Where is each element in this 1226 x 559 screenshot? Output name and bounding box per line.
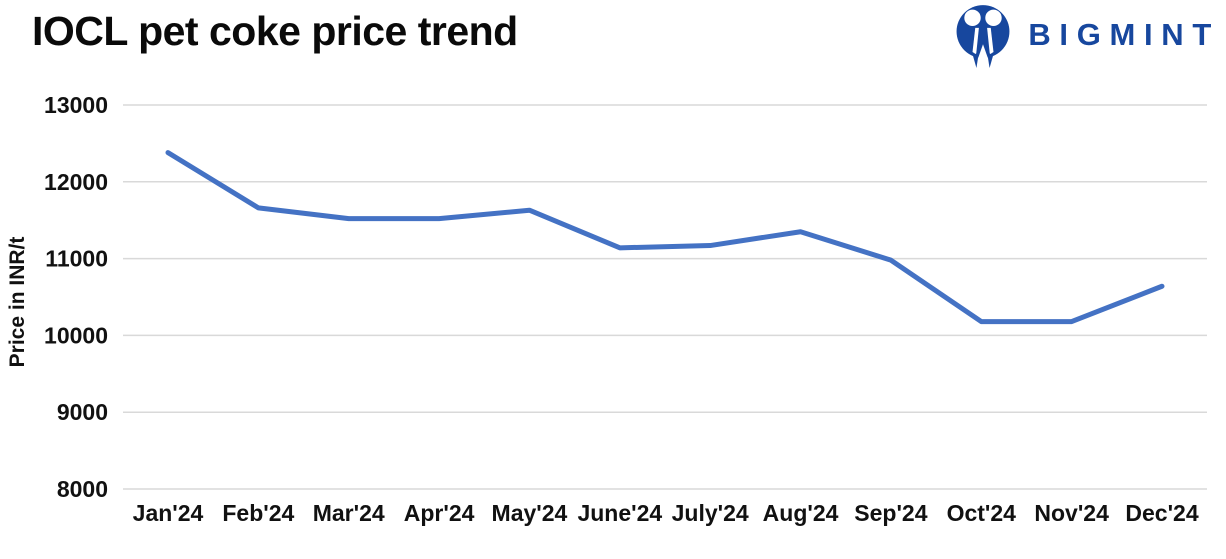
bigmint-logo-icon	[956, 5, 1010, 68]
y-tick-label: 8000	[57, 476, 108, 502]
x-tick-label: Sep'24	[854, 500, 927, 526]
x-tick-label: June'24	[577, 500, 662, 526]
x-tick-label: Feb'24	[222, 500, 294, 526]
y-tick-label: 11000	[45, 246, 108, 272]
x-tick-label: Oct'24	[947, 500, 1017, 526]
y-tick-label: 10000	[44, 322, 108, 348]
x-tick-label: Nov'24	[1034, 500, 1109, 526]
x-tick-label: Mar'24	[313, 500, 385, 526]
x-tick-label: Jan'24	[133, 500, 204, 526]
bigmint-logo-text: BIGMINT	[1028, 17, 1220, 52]
y-tick-label: 12000	[44, 169, 108, 195]
x-tick-label: July'24	[672, 500, 749, 526]
x-tick-label: May'24	[492, 500, 568, 526]
price-line-series	[165, 150, 1165, 325]
y-tick-label: 13000	[44, 92, 108, 118]
x-tick-label: Dec'24	[1125, 500, 1198, 526]
y-tick-label: 9000	[57, 399, 108, 425]
page-title: IOCL pet coke price trend	[32, 8, 518, 54]
y-axis-title: Price in INR/t	[6, 237, 29, 368]
x-tick-label: Apr'24	[404, 500, 475, 526]
bigmint-logo: BIGMINT	[952, 2, 1220, 72]
x-tick-label: Aug'24	[763, 500, 839, 526]
